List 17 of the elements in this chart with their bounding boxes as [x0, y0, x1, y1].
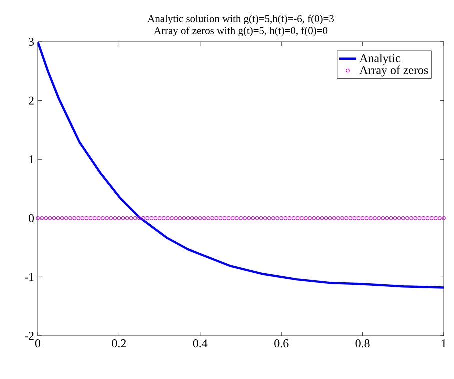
- y-tick-label: -1: [24, 273, 34, 282]
- line-series: [38, 42, 444, 289]
- y-tick-label: 0: [28, 214, 34, 222]
- y-tick-label: 2: [29, 96, 34, 105]
- chart-title: Analytic solution with g(t)=5,h(t)=-6, f(0)=3: [148, 14, 334, 25]
- x-tick-label: 1: [442, 340, 446, 348]
- x-tick-label: 0.6: [274, 340, 289, 348]
- y-tick-label: 1: [30, 156, 34, 164]
- chart-subtitle: Array of zeros with g(t)=5, h(t)=0, f(0)=0: [154, 26, 328, 36]
- x-tick-label: 0.4: [193, 340, 208, 348]
- y-tick-label: -2: [24, 332, 34, 340]
- x-tick-label: 0.2: [112, 340, 126, 348]
- legend-label: Analytic: [360, 54, 400, 65]
- x-tick-label: 0.8: [356, 340, 370, 348]
- x-tick-label: 0: [35, 340, 41, 348]
- legend-label: Array of zeros: [360, 66, 428, 77]
- y-tick-label: 3: [29, 38, 34, 46]
